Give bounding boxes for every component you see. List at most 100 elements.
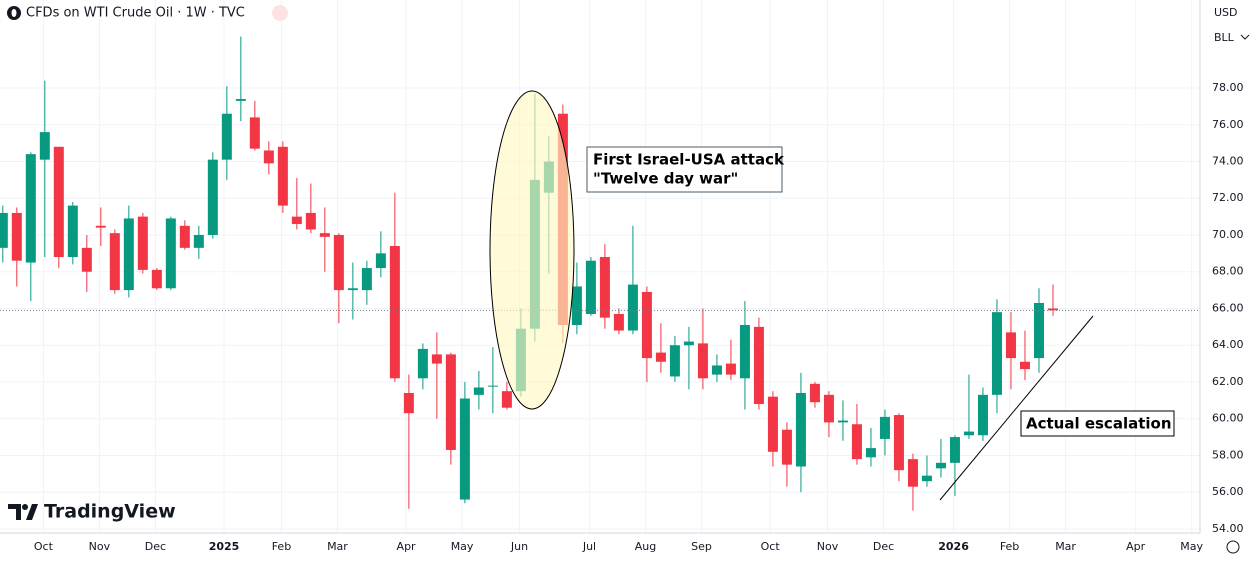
y-tick-label: 58.00 [1212,448,1244,461]
candle-body [711,365,722,375]
x-tick-label: Dec [873,540,894,553]
trend-line [939,315,1094,501]
candle-body [585,260,596,314]
candle-body [781,429,792,465]
candle-body [641,291,652,359]
candle-body [767,396,778,452]
annotation: "Twelve day war" [593,170,738,188]
candle-body [949,437,960,463]
candle-body [0,212,8,248]
x-tick-label: Feb [1000,540,1019,553]
candle-body [263,150,274,164]
candle-body [865,448,876,458]
candle-body [123,218,134,291]
candle-body [697,343,708,379]
candle-body [81,247,92,272]
candle-body [291,216,302,224]
candle-body [459,398,470,500]
candle-body [627,284,638,331]
candle-body [473,387,484,395]
candle-body [11,212,22,261]
logo-mark [8,504,38,520]
x-tick-label: May [1180,540,1203,553]
candle-body [753,326,764,405]
x-tick-label: Jul [582,540,596,553]
x-tick-label: Aug [635,540,656,553]
candle-body [879,416,890,439]
y-tick-label: 76.00 [1212,118,1244,131]
y-tick-label: 62.00 [1212,375,1244,388]
candle-body [445,354,456,450]
price-axis-bg [1200,0,1257,561]
candle-body [977,394,988,436]
candle-body [361,268,372,291]
y-tick-label: 70.00 [1212,228,1244,241]
x-tick-label: Jun [510,540,528,553]
currency: USD [1214,6,1238,19]
y-tick-label: 60.00 [1212,412,1244,425]
candle-body [151,269,162,289]
y-tick-label: 68.00 [1212,265,1244,278]
candle-body [333,234,344,291]
x-tick-label: 2025 [209,540,240,553]
y-tick-label: 66.00 [1212,301,1244,314]
candle-body [207,159,218,235]
candle-body [935,462,946,469]
candle-body [389,246,400,379]
y-tick-label: 72.00 [1212,191,1244,204]
candle-body [1047,308,1058,311]
x-tick-label: 2026 [938,540,969,553]
candle-body [823,394,834,423]
candle-body [431,354,442,364]
annotation: First Israel-USA attack [593,151,785,169]
candle-body [1019,361,1030,370]
candle-body [53,146,64,258]
candle-body [893,415,904,471]
candle-body [655,352,666,362]
candle-body [907,459,918,487]
grid [0,0,1200,533]
highlight-ellipse [489,90,575,410]
candle-body [739,325,750,379]
time-axis-bg [0,533,1257,561]
logo: TradingView [44,501,176,523]
candle-body [221,113,232,160]
unit-dropdown[interactable] [1240,34,1250,40]
candle-body [669,345,680,377]
x-tick-label: Mar [327,540,348,553]
candle-body [235,99,246,101]
x-tick-label: Nov [89,540,111,553]
symbol-icon-drop [11,9,17,17]
candle-body [417,348,428,379]
candle-body [683,341,694,346]
candle-body [165,218,176,289]
candle-body [837,420,848,423]
status-icon [272,5,288,21]
y-tick-label: 74.00 [1212,154,1244,167]
candle-body [95,225,106,228]
annotation-box [1020,410,1175,437]
candle-body [571,286,582,326]
candle-body [137,216,148,270]
y-tick-label: 54.00 [1212,522,1244,535]
candle-body [347,288,358,291]
x-tick-label: Apr [1126,540,1146,553]
candle-body [599,257,610,318]
x-tick-label: Oct [34,540,54,553]
candle-body [403,392,414,414]
x-tick-label: Feb [272,540,291,553]
candle-body [1033,302,1044,359]
candle-body [851,424,862,460]
axes: 54.00 56.00 58.00 60.00 62.00 64.00 66.00 68.00… [34,81,1244,553]
x-tick-label: Dec [145,540,166,553]
x-tick-label: Sep [691,540,712,553]
settings-icon[interactable] [1226,540,1240,554]
candle-body [809,383,820,403]
annotation-box [586,146,783,193]
y-tick-label: 64.00 [1212,338,1244,351]
candle-body [487,385,498,387]
candles [0,36,1200,511]
logo-dot [22,504,28,510]
candle-body [319,233,330,237]
